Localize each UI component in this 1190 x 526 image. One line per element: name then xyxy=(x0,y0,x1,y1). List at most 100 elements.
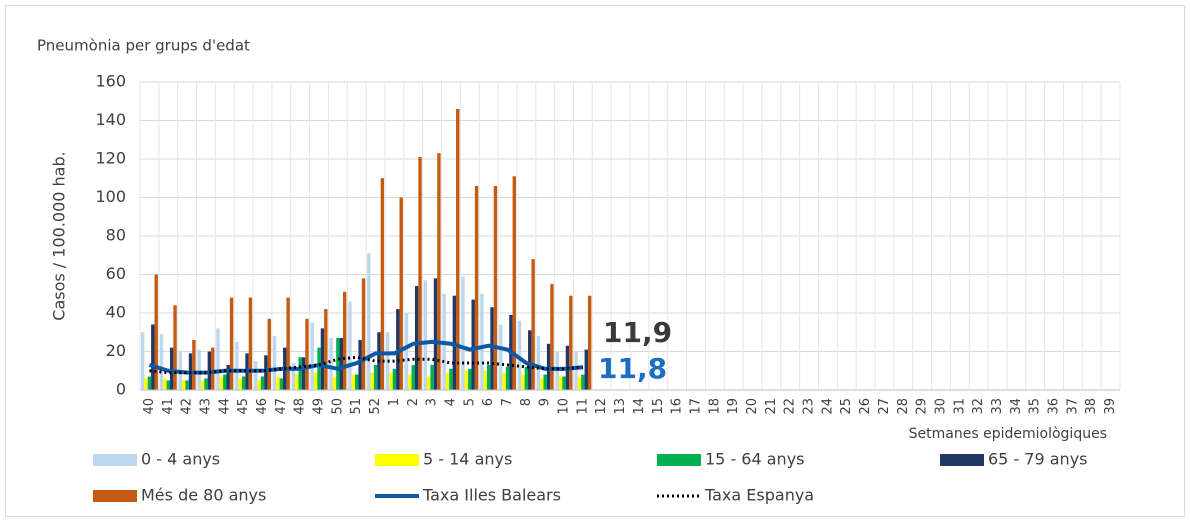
x-tick-label: 29 xyxy=(915,398,930,415)
bar xyxy=(192,339,196,390)
bar xyxy=(336,338,340,390)
x-tick-label: 35 xyxy=(1028,398,1043,415)
x-tick-label: 41 xyxy=(161,398,176,415)
bar xyxy=(339,338,343,390)
x-tick-label: 39 xyxy=(1103,398,1118,415)
bar xyxy=(173,305,177,390)
chart-title: Pneumònia per grups d'edat xyxy=(37,37,250,55)
bar xyxy=(154,274,158,390)
bar xyxy=(238,378,242,390)
x-tick-label: 22 xyxy=(783,398,798,415)
annotation: 11,8 xyxy=(598,352,667,385)
bar xyxy=(226,364,230,390)
bar xyxy=(550,284,554,390)
legend-label: Taxa Illes Balears xyxy=(422,486,561,505)
bar xyxy=(159,334,164,390)
bar xyxy=(380,178,385,390)
y-tick-label: 80 xyxy=(106,226,126,245)
x-tick-label: 50 xyxy=(330,398,345,415)
bar xyxy=(540,378,544,390)
bar xyxy=(521,374,525,390)
bar xyxy=(279,378,284,390)
bar xyxy=(408,374,412,390)
bar xyxy=(219,376,224,390)
bar xyxy=(163,378,167,390)
bar xyxy=(248,297,253,390)
bar xyxy=(524,366,529,390)
x-tick-label: 10 xyxy=(557,398,572,415)
bar xyxy=(502,372,506,390)
bar xyxy=(418,157,422,390)
bar xyxy=(317,347,321,390)
bar xyxy=(272,336,277,390)
bar xyxy=(267,318,271,390)
bar xyxy=(414,286,419,390)
x-tick-label: 38 xyxy=(1084,398,1099,415)
x-tick-label: 48 xyxy=(293,398,308,415)
y-axis-label: Casos / 100.000 hab. xyxy=(50,151,69,320)
x-tick-label: 13 xyxy=(613,398,628,415)
bar xyxy=(399,197,403,390)
bar xyxy=(468,368,472,390)
x-tick-label: 5 xyxy=(462,398,477,406)
bar xyxy=(320,328,325,390)
x-tick-label: 47 xyxy=(274,398,289,415)
bar xyxy=(305,318,309,390)
legend-swatch xyxy=(93,490,137,502)
y-tick-label: 60 xyxy=(106,264,126,283)
x-tick-label: 18 xyxy=(707,398,722,415)
x-tick-label: 11 xyxy=(575,398,590,415)
bar xyxy=(301,357,306,390)
bar xyxy=(493,185,498,390)
y-tick-label: 120 xyxy=(95,149,126,168)
bar xyxy=(474,185,479,390)
bar xyxy=(140,332,145,390)
legend-swatch xyxy=(375,454,419,466)
bar xyxy=(464,370,469,390)
x-tick-label: 23 xyxy=(802,398,817,415)
bar xyxy=(562,376,566,390)
legend-swatch xyxy=(657,454,701,466)
bar xyxy=(216,328,220,390)
bar xyxy=(445,372,450,390)
x-tick-label: 45 xyxy=(236,398,251,415)
bar xyxy=(348,301,352,390)
x-tick-label: 16 xyxy=(670,398,685,415)
bar xyxy=(276,376,280,390)
bar xyxy=(241,376,246,390)
bar xyxy=(461,276,465,390)
bar xyxy=(456,108,460,390)
bar xyxy=(490,307,494,390)
legend-label: 15 - 64 anys xyxy=(705,450,805,469)
x-tick-label: 12 xyxy=(594,398,609,415)
bar xyxy=(147,376,152,390)
bar xyxy=(264,355,268,390)
bar xyxy=(151,324,155,390)
bar xyxy=(342,291,347,390)
x-tick-label: 1 xyxy=(387,398,402,406)
bar xyxy=(449,368,453,390)
bar xyxy=(430,364,434,390)
bar xyxy=(223,374,227,390)
bar xyxy=(166,380,170,390)
x-tick-label: 26 xyxy=(858,398,873,415)
x-tick-label: 49 xyxy=(312,398,327,415)
legend-swatch xyxy=(940,454,984,466)
x-tick-label: 21 xyxy=(764,398,779,415)
x-tick-label: 24 xyxy=(820,398,835,415)
bar xyxy=(197,349,201,390)
bar xyxy=(437,153,441,390)
x-tick-label: 34 xyxy=(1009,398,1024,415)
x-tick-label: 14 xyxy=(632,398,647,415)
y-tick-label: 140 xyxy=(95,110,126,129)
y-tick-label: 20 xyxy=(106,341,126,360)
bar xyxy=(517,320,522,390)
bar xyxy=(433,278,438,390)
x-tick-label: 15 xyxy=(651,398,666,415)
bar xyxy=(235,341,239,390)
bar xyxy=(324,309,328,390)
x-tick-label: 17 xyxy=(688,398,703,415)
bar xyxy=(204,378,208,390)
bar xyxy=(528,330,532,390)
bar xyxy=(483,370,487,390)
